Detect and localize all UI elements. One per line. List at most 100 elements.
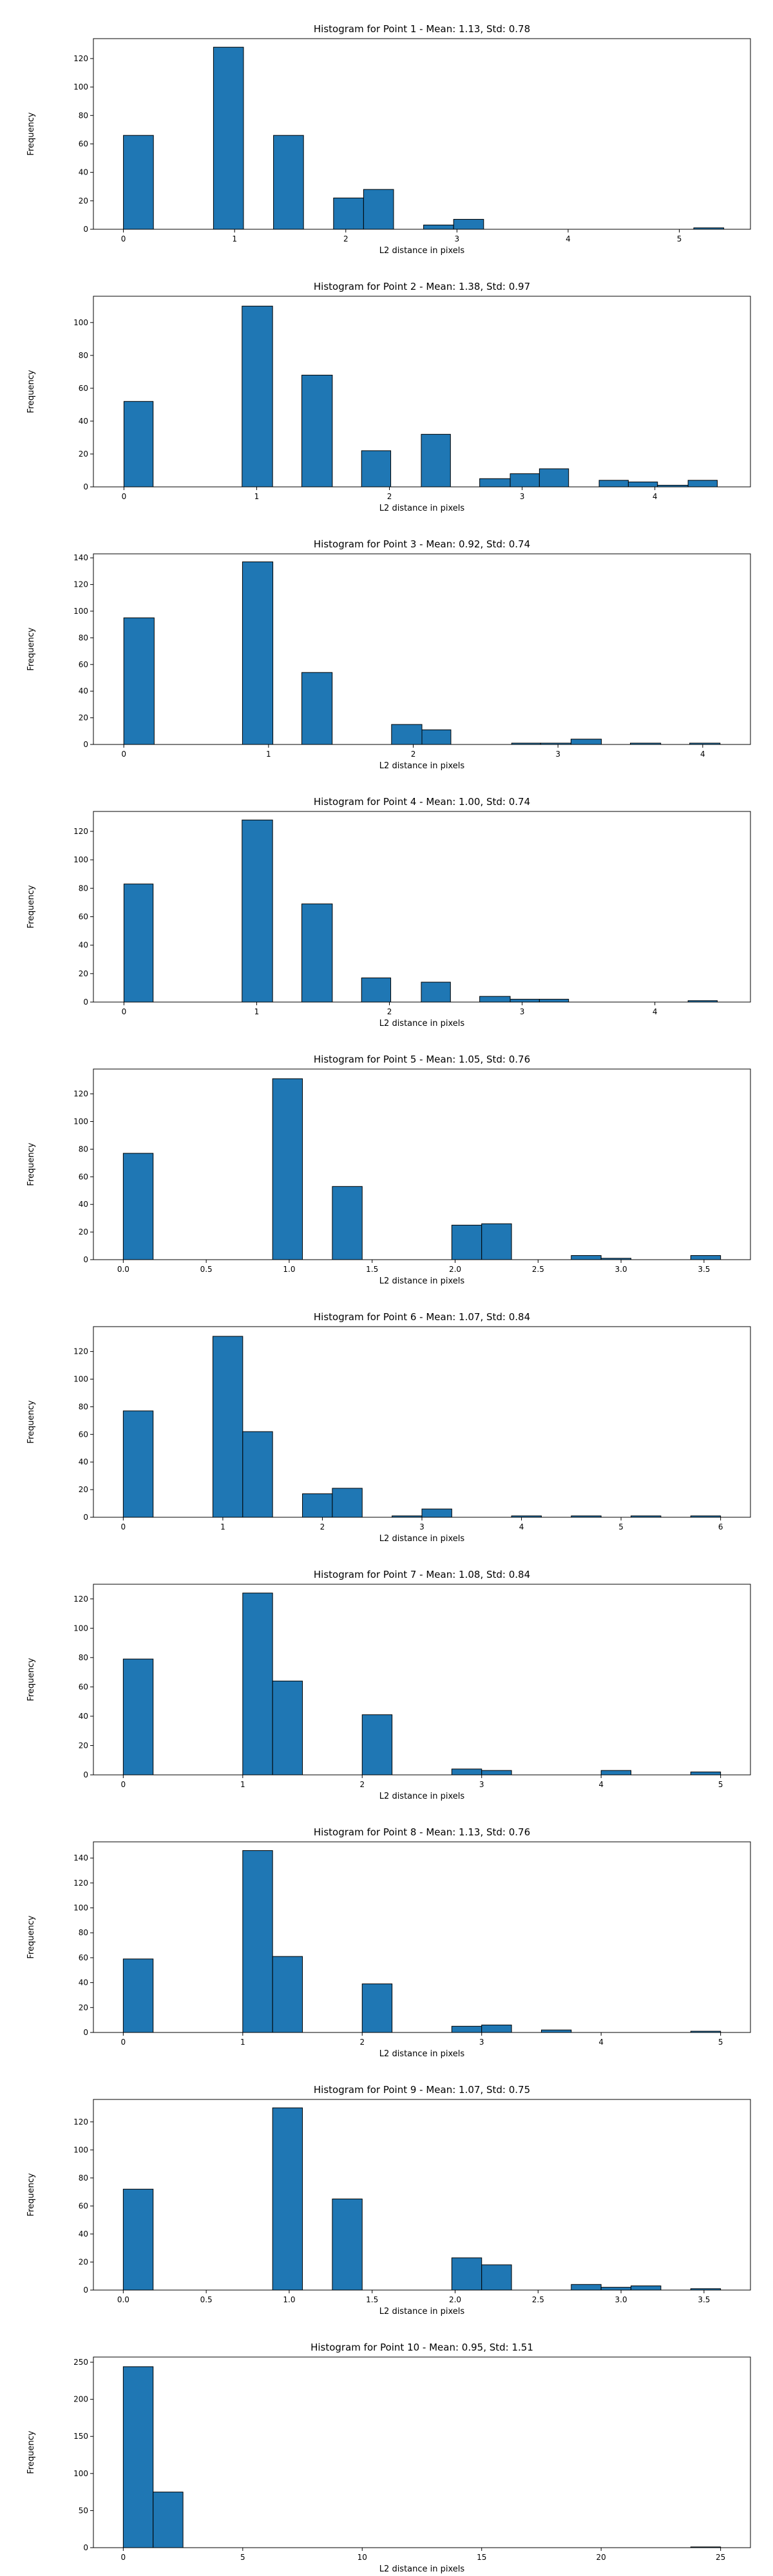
histogram-bar xyxy=(301,904,333,1003)
x-axis-label: L2 distance in pixels xyxy=(379,1534,465,1544)
y-tick-label: 100 xyxy=(73,607,88,616)
histogram-chart-2: Histogram for Point 2 - Mean: 1.38, Std:… xyxy=(26,281,751,513)
x-axis-label: L2 distance in pixels xyxy=(379,761,465,771)
x-tick-label: 5 xyxy=(618,1522,624,1531)
y-tick-label: 100 xyxy=(73,1375,88,1384)
x-tick-label: 3.0 xyxy=(615,2295,627,2304)
y-tick-label: 150 xyxy=(73,2432,88,2441)
histogram-chart-6: Histogram for Point 6 - Mean: 1.07, Std:… xyxy=(26,1311,751,1544)
histogram-bar xyxy=(687,480,718,488)
x-tick-label: 4 xyxy=(598,1780,604,1789)
y-tick-label: 40 xyxy=(79,1457,88,1466)
x-tick-label: 1 xyxy=(232,234,237,243)
y-tick-label: 60 xyxy=(79,1682,88,1691)
y-tick-label: 120 xyxy=(73,1595,88,1604)
plot-frame xyxy=(93,1584,751,1776)
x-axis-label: L2 distance in pixels xyxy=(379,504,465,513)
x-tick-label: 20 xyxy=(596,2553,606,2562)
x-tick-label: 4 xyxy=(700,750,705,759)
y-tick-label: 120 xyxy=(73,2117,88,2126)
x-tick-label: 5 xyxy=(718,2038,723,2047)
y-tick-label: 80 xyxy=(79,351,88,360)
plot-frame xyxy=(93,296,751,488)
x-tick-label: 1 xyxy=(266,750,271,759)
y-tick-label: 100 xyxy=(73,82,88,91)
histogram-bar xyxy=(242,1431,273,1518)
y-tick-label: 80 xyxy=(79,633,88,642)
histogram-bar xyxy=(272,1956,303,2033)
y-tick-label: 0 xyxy=(83,2028,88,2037)
histogram-bar xyxy=(301,672,333,745)
histogram-bar xyxy=(242,1593,273,1776)
histogram-bar xyxy=(123,401,154,488)
histogram-chart-4: Histogram for Point 4 - Mean: 1.00, Std:… xyxy=(26,796,751,1028)
histogram-bar xyxy=(481,1223,512,1260)
x-tick-label: 10 xyxy=(358,2553,367,2562)
y-tick-label: 40 xyxy=(79,687,88,696)
histogram-bar xyxy=(272,1078,303,1260)
y-tick-label: 20 xyxy=(79,1741,88,1750)
y-tick-label: 80 xyxy=(79,884,88,893)
histogram-bar xyxy=(421,433,451,488)
y-tick-label: 40 xyxy=(79,1200,88,1209)
y-tick-label: 40 xyxy=(79,1712,88,1721)
x-tick-label: 3 xyxy=(520,492,525,501)
histogram-chart-3: Histogram for Point 3 - Mean: 0.92, Std:… xyxy=(26,538,751,771)
x-tick-label: 15 xyxy=(477,2553,486,2562)
histogram-chart-10: Histogram for Point 10 - Mean: 0.95, Std… xyxy=(26,2342,751,2574)
histogram-bar xyxy=(122,1958,154,2033)
x-tick-label: 1 xyxy=(254,492,260,501)
y-tick-label: 0 xyxy=(83,2286,88,2295)
x-tick-label: 2 xyxy=(359,1780,365,1789)
histogram-bar xyxy=(363,189,394,230)
y-tick-label: 20 xyxy=(79,714,88,723)
x-tick-label: 0 xyxy=(121,2038,126,2047)
x-tick-label: 4 xyxy=(519,1522,524,1531)
chart-title: Histogram for Point 8 - Mean: 1.13, Std:… xyxy=(314,1826,530,1838)
y-tick-label: 20 xyxy=(79,969,88,978)
y-tick-label: 0 xyxy=(83,1513,88,1522)
y-tick-label: 80 xyxy=(79,2174,88,2183)
y-tick-label: 0 xyxy=(83,998,88,1007)
y-axis-label: Frequency xyxy=(26,885,36,928)
y-axis-label: Frequency xyxy=(26,1658,36,1701)
x-tick-label: 0 xyxy=(121,1780,126,1789)
histogram-bar xyxy=(242,561,274,745)
histogram-bar xyxy=(273,135,304,230)
plot-frame xyxy=(93,1841,751,2033)
x-tick-label: 0.0 xyxy=(117,2295,129,2304)
histogram-bar xyxy=(421,981,451,1003)
x-tick-label: 3 xyxy=(555,750,560,759)
histogram-bar xyxy=(423,224,454,230)
histogram-bar xyxy=(242,305,273,488)
histogram-bar xyxy=(451,2025,482,2033)
x-tick-label: 0.5 xyxy=(200,2295,213,2304)
y-axis-label: Frequency xyxy=(26,2173,36,2216)
histogram-bar xyxy=(598,480,629,488)
chart-title: Histogram for Point 6 - Mean: 1.07, Std:… xyxy=(314,1311,530,1323)
histogram-bar xyxy=(451,1768,482,1776)
chart-title: Histogram for Point 7 - Mean: 1.08, Std:… xyxy=(314,1569,530,1580)
histogram-bar xyxy=(212,1336,243,1518)
x-tick-label: 1.5 xyxy=(366,1265,378,1274)
histogram-bar xyxy=(361,977,392,1003)
histogram-bar xyxy=(122,1658,154,1776)
y-tick-label: 20 xyxy=(79,2257,88,2266)
y-tick-label: 20 xyxy=(79,1227,88,1236)
y-tick-label: 80 xyxy=(79,1402,88,1411)
histogram-bar xyxy=(479,478,511,488)
histogram-bar xyxy=(600,1770,632,1776)
histogram-bar xyxy=(361,1984,393,2033)
x-tick-label: 3.5 xyxy=(698,1265,710,1274)
histogram-bar xyxy=(631,2285,662,2291)
x-axis-label: L2 distance in pixels xyxy=(379,1019,465,1028)
y-tick-label: 60 xyxy=(79,1953,88,1962)
y-tick-label: 60 xyxy=(79,384,88,393)
x-tick-label: 1.0 xyxy=(283,1265,295,1274)
y-tick-label: 100 xyxy=(73,2145,88,2154)
histogram-bar xyxy=(332,2199,363,2291)
histogram-bar xyxy=(213,46,244,230)
plot-frame xyxy=(93,38,751,230)
x-tick-label: 0 xyxy=(121,234,126,243)
histogram-bar xyxy=(361,1714,393,1776)
